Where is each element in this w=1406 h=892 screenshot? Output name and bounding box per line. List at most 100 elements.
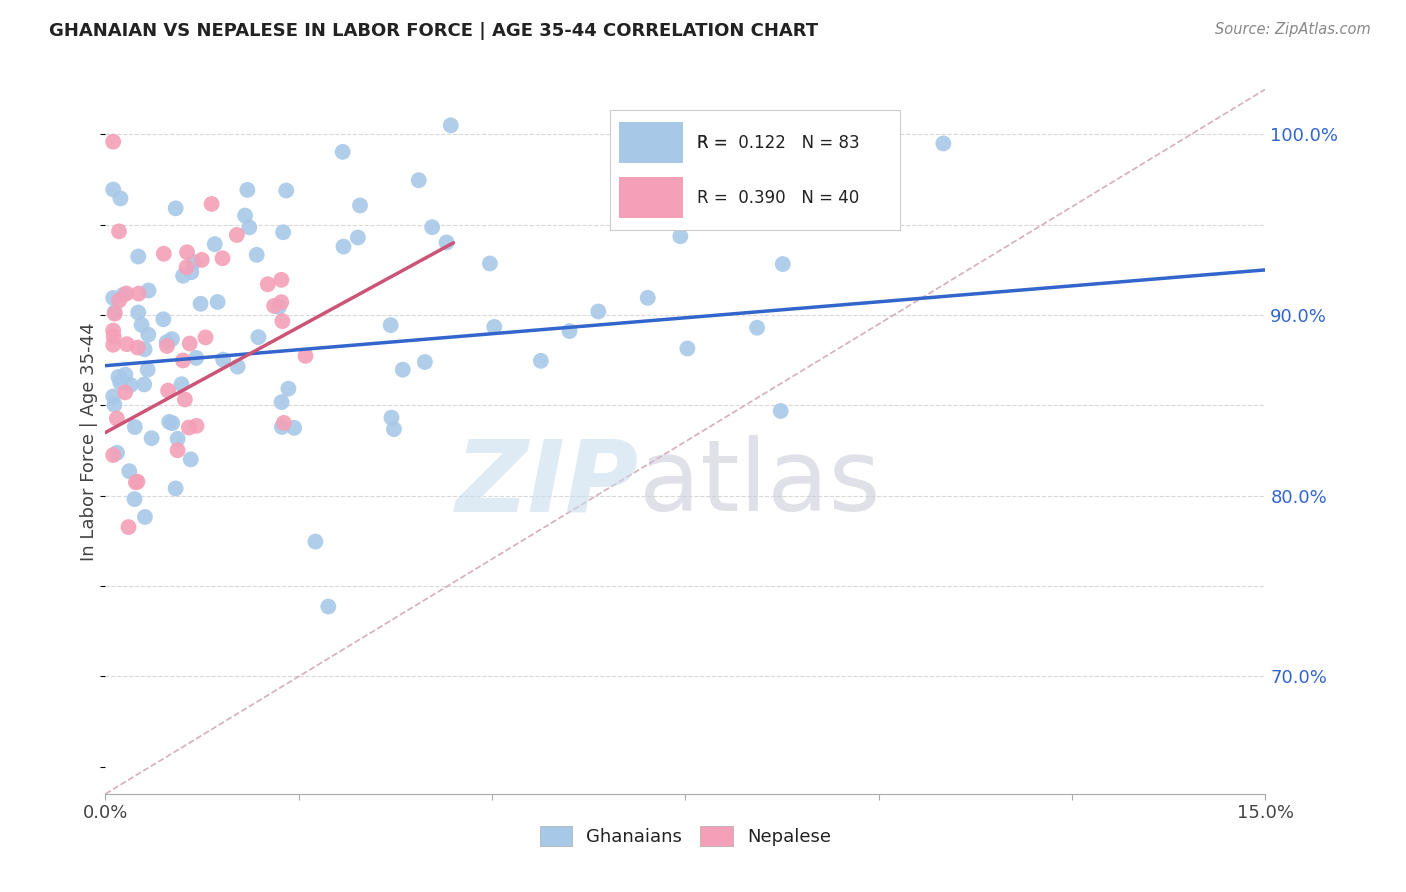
Point	[136, 362, 159, 376]
Point	[380, 410, 402, 425]
Point	[558, 324, 581, 338]
Point	[194, 330, 217, 344]
Point	[304, 534, 326, 549]
Text: Source: ZipAtlas.com: Source: ZipAtlas.com	[1215, 22, 1371, 37]
Point	[115, 286, 138, 301]
Point	[271, 225, 294, 239]
Point	[211, 252, 233, 266]
Point	[160, 332, 183, 346]
Point	[186, 351, 208, 365]
Point	[170, 377, 193, 392]
Point	[114, 368, 136, 382]
Point	[271, 314, 294, 328]
Point	[165, 202, 187, 216]
Point	[270, 273, 292, 287]
Point	[103, 135, 124, 149]
Point	[134, 343, 156, 357]
Point	[212, 352, 235, 367]
Point	[127, 305, 149, 319]
Point	[263, 299, 285, 313]
Point	[270, 395, 292, 409]
Point	[267, 300, 290, 314]
Text: ZIP: ZIP	[456, 435, 640, 533]
Point	[127, 341, 149, 355]
Point	[107, 370, 129, 384]
Point	[413, 355, 436, 369]
Point	[273, 416, 295, 430]
Point	[277, 382, 299, 396]
Point	[332, 145, 354, 159]
Point	[127, 250, 149, 264]
Point	[588, 304, 610, 318]
Point	[391, 362, 413, 376]
Point	[347, 230, 370, 244]
Point	[233, 209, 256, 223]
Point	[176, 260, 198, 275]
Legend: Ghanaians, Nepalese: Ghanaians, Nepalese	[534, 820, 837, 852]
Point	[118, 464, 141, 478]
Point	[138, 284, 160, 298]
Point	[128, 286, 150, 301]
Y-axis label: In Labor Force | Age 35-44: In Labor Force | Age 35-44	[80, 322, 98, 561]
Point	[110, 376, 132, 390]
Point	[127, 475, 149, 489]
Point	[117, 520, 139, 534]
Point	[207, 295, 229, 310]
Point	[436, 235, 458, 250]
Point	[772, 257, 794, 271]
Point	[124, 420, 146, 434]
Point	[103, 389, 124, 403]
Point	[530, 353, 553, 368]
Point	[104, 307, 127, 321]
Point	[226, 359, 249, 374]
Point	[125, 475, 148, 490]
Point	[103, 448, 124, 462]
Point	[152, 312, 174, 326]
Point	[166, 432, 188, 446]
Point	[103, 398, 125, 412]
Point	[103, 337, 124, 351]
Point	[134, 510, 156, 524]
Point	[166, 443, 188, 458]
Point	[204, 237, 226, 252]
Point	[157, 415, 180, 429]
Point	[190, 297, 212, 311]
Point	[108, 293, 131, 308]
Point	[236, 183, 259, 197]
Point	[932, 136, 955, 151]
Point	[131, 318, 153, 332]
Point	[283, 421, 305, 435]
Point	[104, 305, 127, 319]
Point	[176, 245, 198, 260]
Point	[190, 252, 212, 267]
Point	[484, 319, 506, 334]
Point	[440, 119, 463, 133]
Point	[294, 349, 316, 363]
Point	[349, 198, 371, 212]
Point	[156, 339, 179, 353]
Point	[186, 418, 208, 433]
Point	[238, 220, 260, 235]
Point	[247, 330, 270, 344]
Point	[256, 277, 278, 292]
Point	[120, 378, 142, 392]
Point	[380, 318, 402, 333]
Point	[408, 173, 430, 187]
Point	[270, 295, 292, 310]
Point	[669, 229, 692, 244]
Point	[156, 335, 179, 350]
Point	[162, 416, 184, 430]
Point	[225, 227, 247, 242]
Point	[420, 220, 443, 235]
Point	[124, 492, 146, 507]
Point	[110, 191, 132, 205]
Point	[112, 287, 135, 301]
Point	[103, 324, 124, 338]
Point	[103, 291, 124, 305]
Point	[177, 420, 200, 434]
Point	[183, 255, 205, 269]
Point	[114, 385, 136, 400]
Point	[637, 291, 659, 305]
Point	[180, 265, 202, 279]
Point	[332, 239, 354, 253]
